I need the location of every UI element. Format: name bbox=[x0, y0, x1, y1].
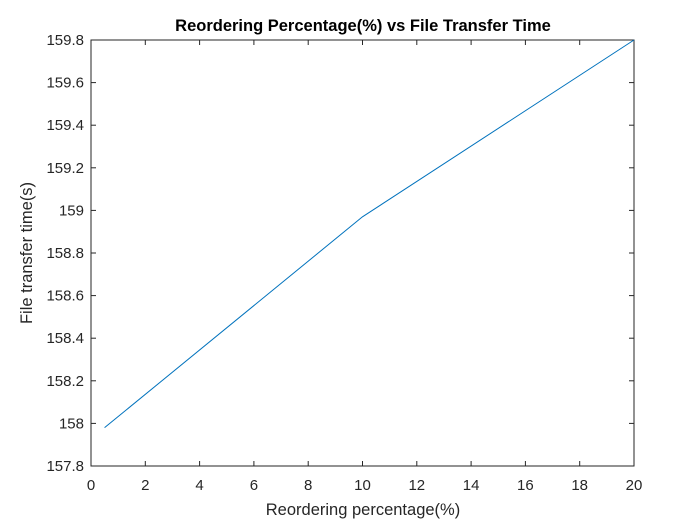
x-tick-label: 12 bbox=[408, 477, 425, 494]
x-tick-label: 2 bbox=[141, 477, 149, 494]
y-tick-label: 159.2 bbox=[46, 160, 84, 177]
x-tick-label: 0 bbox=[87, 477, 95, 494]
x-tick-label: 14 bbox=[463, 477, 480, 494]
y-tick-label: 159 bbox=[59, 202, 84, 219]
x-tick-label: 20 bbox=[626, 477, 643, 494]
y-axis-label: File transfer time(s) bbox=[18, 182, 36, 324]
y-tick-label: 158.4 bbox=[46, 330, 84, 347]
series-line bbox=[104, 39, 635, 429]
x-tick-label: 8 bbox=[304, 477, 312, 494]
x-tick-label: 16 bbox=[517, 477, 534, 494]
y-tick-label: 157.8 bbox=[46, 458, 84, 475]
chart-title: Reordering Percentage(%) vs File Transfe… bbox=[175, 17, 551, 35]
plot-frame bbox=[90, 39, 635, 467]
y-tick-label: 159.6 bbox=[46, 75, 84, 92]
y-tick-label: 158.8 bbox=[46, 245, 84, 262]
y-tick-label: 158 bbox=[59, 415, 84, 432]
y-tick-label: 159.4 bbox=[46, 117, 84, 134]
plot-area: 0 2 4 6 8 10 12 14 16 18 20 157.8 158 158.2 158.4 158.6… bbox=[46, 32, 642, 494]
x-axis-label: Reordering percentage(%) bbox=[266, 501, 460, 519]
x-tick-label: 10 bbox=[354, 477, 371, 494]
x-tick-label: 4 bbox=[195, 477, 203, 494]
x-tick-label: 18 bbox=[571, 477, 588, 494]
y-tick-label: 158.2 bbox=[46, 373, 84, 390]
y-tick-label: 158.6 bbox=[46, 288, 84, 305]
y-tick-label: 159.8 bbox=[46, 32, 84, 49]
x-tick-label: 6 bbox=[250, 477, 258, 494]
